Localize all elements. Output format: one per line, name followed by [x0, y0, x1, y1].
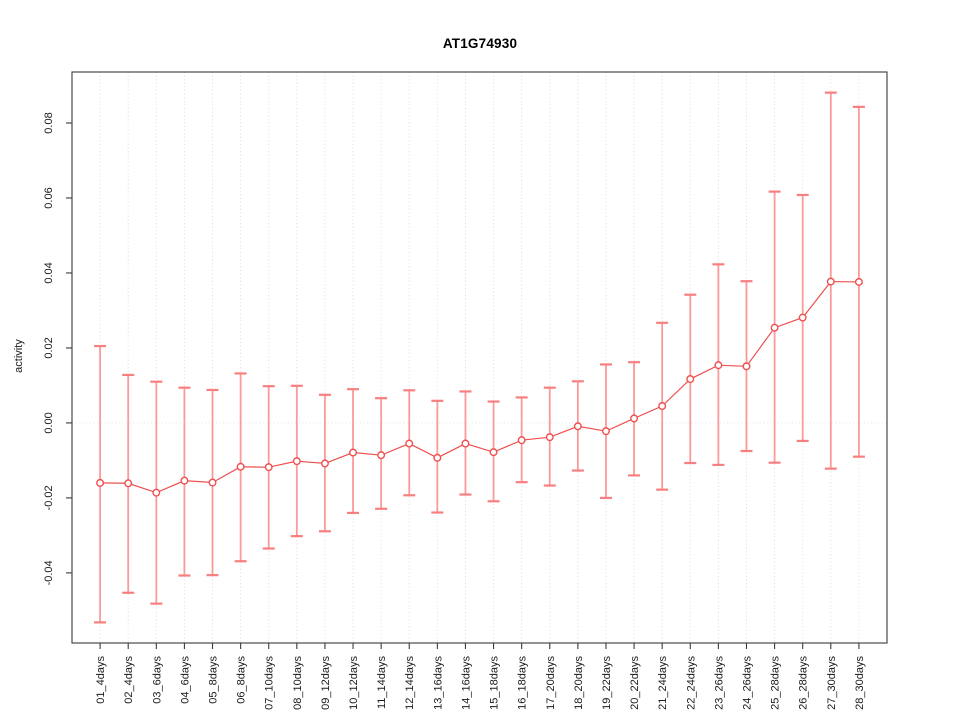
data-point [124, 479, 133, 488]
x-tick-label: 28_30days [854, 656, 866, 710]
plot-border [71, 71, 888, 644]
data-point [489, 448, 498, 457]
y-tick-label: 0.08 [43, 112, 55, 133]
data-point [517, 436, 526, 445]
x-tick-label: 21_24days [657, 656, 669, 710]
data-point [152, 488, 161, 497]
data-point [320, 459, 329, 468]
data-point [798, 313, 807, 322]
x-tick-label: 19_22days [601, 656, 613, 710]
y-tick-label: -0.02 [43, 485, 55, 510]
x-tick-label: 08_10days [292, 656, 304, 710]
y-axis: -0.04 -0.02 0.00 0.02 0.04 0.06 0.08 [43, 112, 72, 585]
x-tick-label: 27_30days [826, 656, 838, 710]
error-bars [94, 91, 865, 624]
data-point [826, 277, 835, 286]
y-tick-label: 0.04 [43, 262, 55, 283]
x-tick-label: 23_26days [713, 656, 725, 710]
x-tick-label: 16_18days [517, 656, 529, 710]
data-point [545, 433, 554, 442]
x-tick-label: 22_24days [685, 656, 697, 710]
x-tick-label: 03_6days [151, 656, 163, 704]
x-tick-label: 26_28days [798, 656, 810, 710]
x-tick-label: 12_14days [404, 656, 416, 710]
x-tick-label: 10_12days [348, 656, 360, 710]
x-tick-label: 05_8days [208, 656, 220, 704]
data-point [236, 462, 245, 471]
data-points [96, 277, 863, 497]
data-point [742, 362, 751, 371]
x-tick-label: 17_20days [545, 656, 557, 710]
data-point [96, 478, 105, 487]
data-point [377, 451, 386, 460]
data-point [601, 427, 610, 436]
y-tick-label: -0.04 [43, 560, 55, 585]
x-tick-label: 04_6days [179, 656, 191, 704]
x-tick-label: 11_14days [376, 656, 388, 710]
data-point [714, 361, 723, 370]
x-tick-label: 25_28days [770, 656, 782, 710]
x-tick-label: 09_12days [320, 656, 332, 710]
x-tick-label: 15_18days [489, 656, 501, 710]
x-tick-label: 18_20days [573, 656, 585, 710]
x-tick-label: 07_10days [264, 656, 276, 710]
x-tick-label: 01_4days [95, 656, 107, 704]
x-tick-label: 24_26days [741, 656, 753, 710]
x-axis: 01_4days 02_4days 03_6days 04_6days 05_8days… [95, 643, 866, 710]
x-tick-label: 14_16days [460, 656, 472, 710]
data-point [630, 414, 639, 423]
data-point [264, 463, 273, 472]
y-tick-label: 0.06 [43, 187, 55, 208]
data-point [854, 277, 863, 286]
data-point [180, 476, 189, 485]
data-point [433, 453, 442, 462]
data-point [686, 375, 695, 384]
series-line [100, 280, 859, 494]
chart-title: AT1G74930 [442, 36, 518, 51]
x-tick-label: 06_8days [236, 656, 248, 704]
data-point [658, 402, 667, 411]
gridlines [99, 72, 860, 643]
data-point [461, 439, 470, 448]
data-point [573, 422, 582, 431]
data-point [292, 457, 301, 466]
x-tick-label: 20_22days [629, 656, 641, 710]
data-point [405, 439, 414, 448]
x-tick-label: 02_4days [123, 656, 135, 704]
data-point [770, 323, 779, 332]
y-tick-label: 0.02 [43, 337, 55, 358]
x-tick-label: 13_16days [432, 656, 444, 710]
data-point [208, 478, 217, 487]
data-point [349, 448, 358, 457]
y-tick-label: 0.00 [43, 412, 55, 433]
